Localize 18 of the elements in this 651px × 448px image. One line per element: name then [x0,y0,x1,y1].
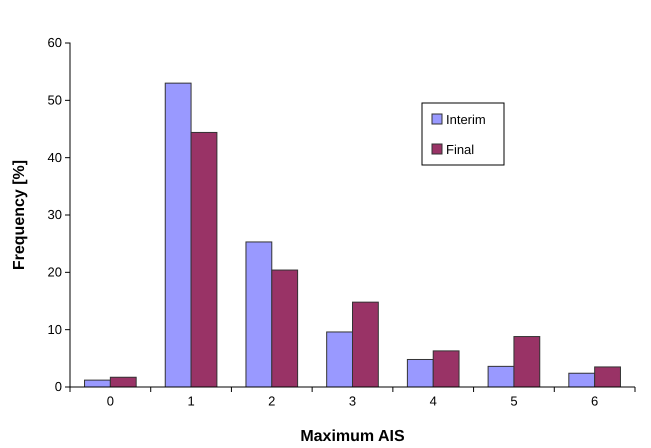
x-tick-label: 2 [268,394,276,409]
y-axis-title: Frequency [%] [11,160,28,270]
y-tick-label: 60 [48,35,62,50]
x-tick-label: 3 [348,394,356,409]
y-tick-label: 0 [54,379,62,394]
x-axis-title: Maximum AIS [300,428,405,445]
x-tick-label: 5 [510,394,518,409]
x-tick-label: 4 [430,394,437,409]
x-tick-label: 6 [591,394,598,409]
x-tick-label: 0 [106,394,114,409]
legend-label: Interim [446,112,486,127]
y-tick-label: 30 [48,207,62,222]
y-tick-label: 10 [48,322,62,337]
y-tick-label: 20 [48,264,62,280]
x-tick-label: 1 [187,394,195,409]
y-tick-label: 50 [48,92,62,108]
legend-label: Final [446,142,474,157]
y-tick-label: 40 [48,150,62,165]
